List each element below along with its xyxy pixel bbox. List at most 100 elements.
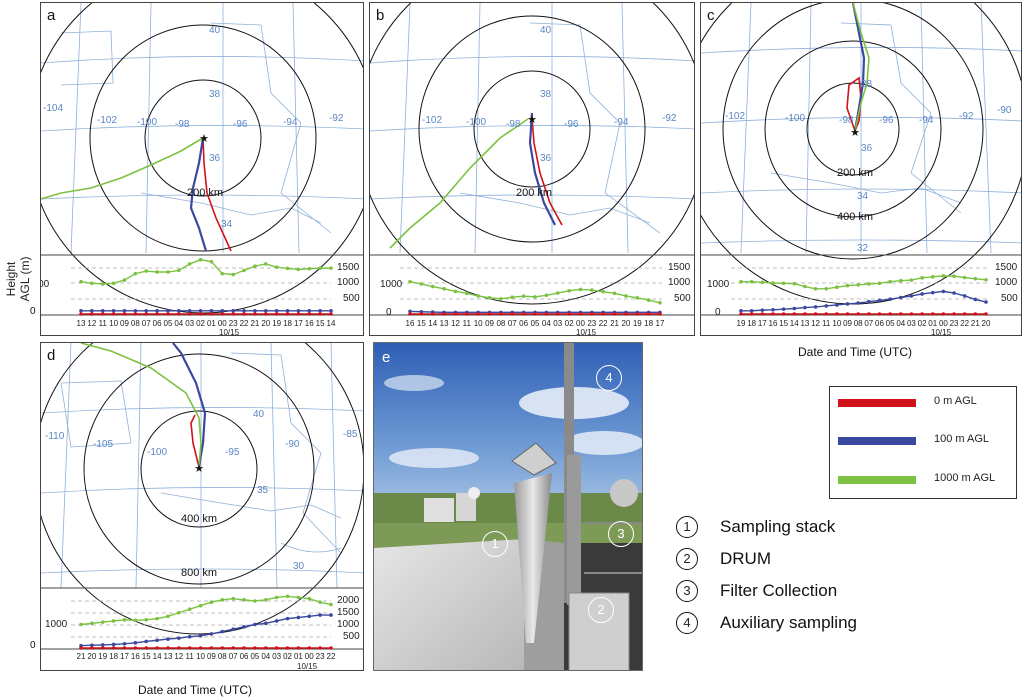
lon-label-c-2: -98 — [839, 115, 854, 126]
series-point — [835, 303, 839, 307]
photo-marker-2: 2 — [588, 597, 614, 623]
time-tick: 15 — [416, 319, 426, 328]
photo-marker-2-num: 2 — [597, 602, 605, 617]
series-point — [209, 646, 214, 650]
ylabel-rot-line2: AGL (m) — [18, 256, 32, 302]
series-point — [930, 290, 935, 295]
series-point — [122, 278, 127, 282]
time-tick: 02 — [196, 319, 206, 328]
series-point — [133, 646, 138, 650]
map-b: ★ — [370, 3, 694, 316]
series-point — [307, 312, 312, 316]
series-point — [856, 283, 860, 287]
series-point — [220, 312, 225, 316]
time-tick: 05 — [530, 319, 540, 328]
time-tick: 03 — [553, 319, 563, 328]
height-left-c-0: 1000 — [707, 279, 730, 290]
ring-label-a-0: 200 km — [187, 187, 224, 199]
series-point — [533, 295, 537, 299]
lat-label-d-0: 40 — [253, 409, 265, 420]
series-point — [198, 633, 203, 638]
series-point — [253, 622, 257, 627]
series-point — [155, 638, 159, 643]
height-tick-b-2: 500 — [674, 293, 691, 304]
series-point — [442, 312, 446, 316]
time-tick: 23 — [949, 319, 959, 328]
series-point — [285, 616, 290, 621]
time-tick: 10 — [109, 319, 119, 328]
series-point — [90, 646, 94, 650]
lon-label-b-1: -100 — [466, 117, 487, 128]
series-point — [984, 277, 988, 282]
time-tick: 06 — [152, 319, 162, 328]
series-point — [263, 598, 268, 602]
series-point — [296, 646, 301, 650]
height-left-d-0: 1000 — [45, 619, 68, 630]
series-point — [920, 312, 924, 316]
photo-panel-e: e 1 2 3 4 — [373, 342, 643, 671]
series-point — [739, 279, 743, 284]
series-point — [231, 627, 235, 631]
series-point — [242, 268, 246, 273]
time-tick: 18 — [109, 652, 119, 661]
time-tick: 09 — [843, 319, 852, 328]
svg-text:★: ★ — [850, 127, 860, 139]
series-point — [79, 622, 83, 627]
series-point — [187, 262, 192, 266]
series-point — [739, 308, 743, 313]
time-tick: 11 — [822, 319, 831, 328]
series-point — [408, 309, 412, 314]
ylabel-rotated: Height AGL (m) — [4, 234, 34, 324]
lon-label-a-2: -100 — [137, 117, 158, 128]
panel-c: ★ c -102 -100 -98 -96 -94 -92 -90 38 36 … — [700, 2, 1022, 336]
legend-label-100m: 100 m AGL — [934, 433, 990, 445]
series-point — [100, 620, 105, 624]
time-tick: 01 — [928, 319, 938, 328]
series-point — [635, 296, 640, 300]
svg-text:★: ★ — [527, 114, 537, 126]
key-num-3: 3 — [676, 580, 698, 602]
time-tick: 18 — [644, 319, 654, 328]
series-point — [962, 275, 967, 280]
series-point — [771, 312, 775, 316]
series-point — [144, 312, 149, 316]
series-point — [856, 301, 860, 305]
time-tick: 09 — [485, 319, 494, 328]
time-tick: 17 — [120, 652, 129, 661]
series-point — [601, 289, 605, 294]
time-tick: 04 — [174, 319, 184, 328]
lat-label-c-3: 32 — [857, 243, 869, 254]
time-tick: 22 — [598, 319, 608, 328]
series-point — [329, 312, 333, 316]
series-point — [646, 298, 651, 302]
series-point — [760, 312, 765, 316]
time-tick: 08 — [130, 319, 140, 328]
series-point — [781, 281, 786, 286]
series-point — [867, 282, 871, 286]
time-axis-b: 16 15 14 13 12 11 10 09 08 07 06 05 04 03 02 00 23 22 21 20… — [370, 319, 694, 331]
series-point — [111, 312, 116, 316]
series-point — [408, 312, 412, 316]
time-tick: 14 — [789, 319, 799, 328]
series-point — [521, 312, 526, 316]
time-tick: 16 — [130, 652, 140, 661]
key-text-2: DRUM — [720, 549, 771, 568]
series-point — [122, 646, 127, 650]
map-c: ★ — [701, 3, 1021, 316]
height-tick-d-3: 500 — [343, 631, 360, 642]
series-point — [941, 289, 946, 294]
series-point — [792, 281, 797, 286]
photo-marker-3: 3 — [608, 521, 634, 547]
series-point — [177, 268, 181, 273]
lat-label-a-0: 40 — [209, 25, 221, 36]
series-point — [408, 279, 412, 284]
series-point — [941, 312, 946, 316]
date-label-b: 10/15 — [576, 328, 597, 336]
series-point — [187, 312, 192, 316]
series-point — [242, 308, 246, 313]
series-point — [781, 307, 786, 311]
series-point — [909, 312, 914, 316]
series-point — [792, 312, 797, 316]
height-tick-d-0: 2000 — [337, 595, 360, 606]
series-point — [111, 619, 116, 623]
